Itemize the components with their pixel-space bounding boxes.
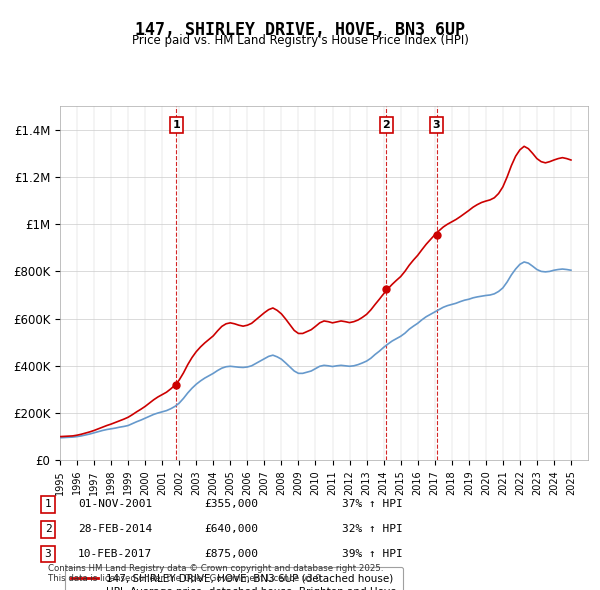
Text: 147, SHIRLEY DRIVE, HOVE, BN3 6UP: 147, SHIRLEY DRIVE, HOVE, BN3 6UP: [135, 21, 465, 39]
Text: 10-FEB-2017: 10-FEB-2017: [78, 549, 152, 559]
Text: Contains HM Land Registry data © Crown copyright and database right 2025.
This d: Contains HM Land Registry data © Crown c…: [48, 563, 383, 583]
Text: 01-NOV-2001: 01-NOV-2001: [78, 500, 152, 509]
Text: 1: 1: [44, 500, 52, 509]
Text: £640,000: £640,000: [204, 525, 258, 534]
Text: 2: 2: [44, 525, 52, 534]
Text: 32% ↑ HPI: 32% ↑ HPI: [342, 525, 403, 534]
Text: Price paid vs. HM Land Registry's House Price Index (HPI): Price paid vs. HM Land Registry's House …: [131, 34, 469, 47]
Text: 3: 3: [433, 120, 440, 130]
Text: 3: 3: [44, 549, 52, 559]
Text: 37% ↑ HPI: 37% ↑ HPI: [342, 500, 403, 509]
Text: 2: 2: [382, 120, 390, 130]
Text: 39% ↑ HPI: 39% ↑ HPI: [342, 549, 403, 559]
Text: 28-FEB-2014: 28-FEB-2014: [78, 525, 152, 534]
Text: 1: 1: [172, 120, 180, 130]
Text: £355,000: £355,000: [204, 500, 258, 509]
Legend: 147, SHIRLEY DRIVE, HOVE, BN3 6UP (detached house), HPI: Average price, detached: 147, SHIRLEY DRIVE, HOVE, BN3 6UP (detac…: [65, 567, 403, 590]
Text: £875,000: £875,000: [204, 549, 258, 559]
